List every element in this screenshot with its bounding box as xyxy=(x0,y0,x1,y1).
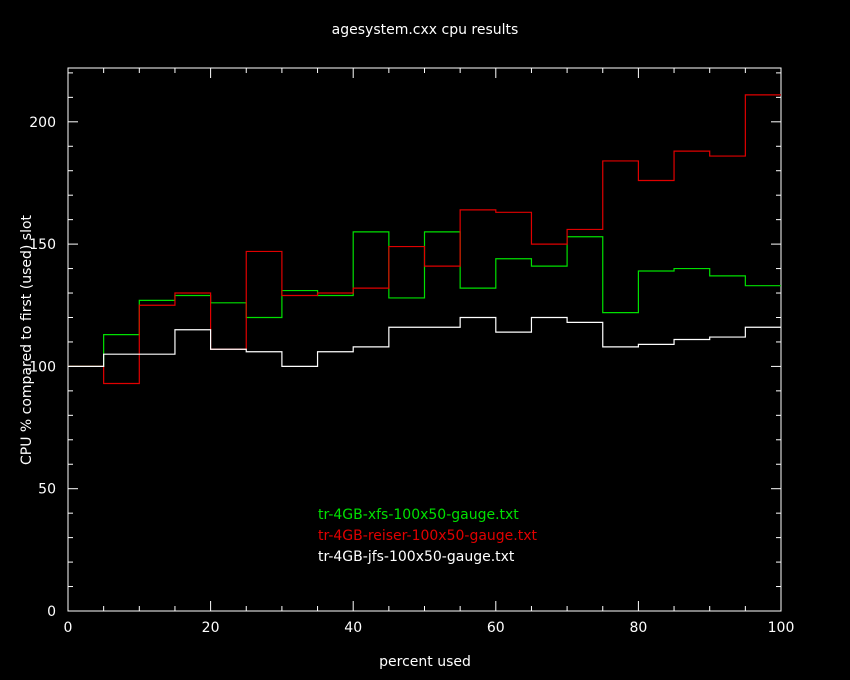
series-line-2 xyxy=(68,316,781,368)
x-tick-label: 100 xyxy=(768,620,795,636)
y-tick-label: 200 xyxy=(29,115,56,131)
legend-entry-2: tr-4GB-jfs-100x50-gauge.txt xyxy=(318,549,515,565)
series-group xyxy=(68,94,781,385)
series-line-1 xyxy=(68,94,781,385)
x-tick-label: 40 xyxy=(344,620,362,636)
x-tick-label: 60 xyxy=(487,620,505,636)
y-axis-label: CPU % compared to first (used) slot xyxy=(19,214,35,465)
y-tick-label: 100 xyxy=(29,359,56,375)
y-tick-label: 150 xyxy=(29,237,56,253)
y-tick-label: 50 xyxy=(38,482,56,498)
chart-title: agesystem.cxx cpu results xyxy=(332,22,519,38)
y-tick-label: 0 xyxy=(47,604,56,620)
legend: tr-4GB-xfs-100x50-gauge.txt tr-4GB-reiser… xyxy=(318,507,538,565)
legend-entry-1: tr-4GB-reiser-100x50-gauge.txt xyxy=(318,528,538,544)
x-tick-label: 20 xyxy=(202,620,220,636)
x-tick-label: 80 xyxy=(629,620,647,636)
legend-entry-0: tr-4GB-xfs-100x50-gauge.txt xyxy=(318,507,519,523)
x-tick-label: 0 xyxy=(64,620,73,636)
x-axis-label: percent used xyxy=(379,654,471,670)
